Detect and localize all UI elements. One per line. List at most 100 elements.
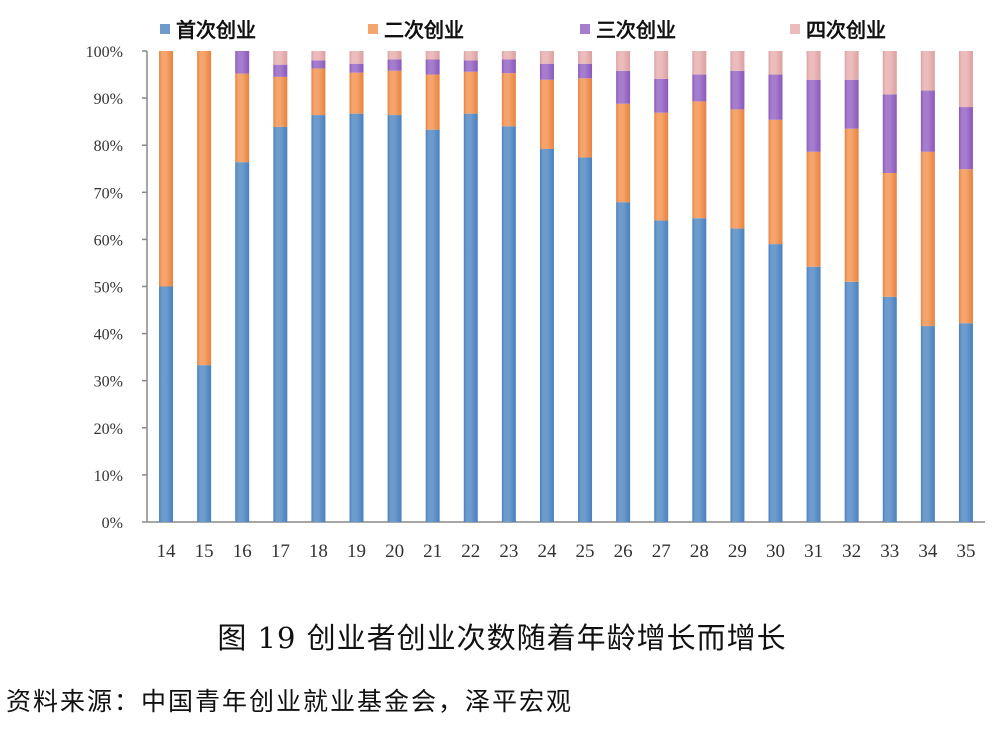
x-tick-label: 16 (233, 541, 252, 562)
y-tick-label: 90% (94, 91, 123, 108)
x-tick-label: 26 (614, 541, 633, 562)
bar-segment (311, 68, 326, 116)
bar-segment (844, 79, 859, 129)
y-tick-label: 80% (94, 138, 123, 155)
bar-segment (311, 51, 326, 61)
bar-segment (882, 172, 897, 297)
bar-segment (578, 51, 593, 64)
bar-segment (616, 103, 631, 203)
bar-segment (920, 90, 935, 152)
bar-segment (349, 72, 364, 114)
bar-segment (616, 202, 631, 523)
legend-swatch (580, 23, 590, 34)
bar-segment (958, 169, 973, 324)
x-tick-label: 19 (347, 541, 366, 562)
x-tick-label: 14 (157, 541, 177, 562)
x-tick-label: 31 (804, 541, 823, 562)
stacked-bar-chart: 0% 10% 20% 30% 40% 50% 60% 70% 80% 90% 100% 14 15 16 1… (86, 44, 985, 562)
bar-segment (463, 60, 478, 72)
bar-segment (463, 51, 478, 61)
bar-segment (616, 51, 631, 71)
bar-segment (654, 220, 669, 522)
y-tick-label: 40% (94, 327, 123, 344)
bar-segment (844, 281, 859, 522)
y-tick-label: 50% (94, 280, 123, 297)
bar-segment (958, 51, 973, 108)
legend-item-second: 二次创业 (368, 14, 464, 43)
bar-segment (539, 51, 554, 64)
bar-segment (882, 94, 897, 173)
x-tick-label: 30 (766, 541, 785, 562)
x-tick-label: 23 (499, 541, 518, 562)
bar-segment (387, 59, 402, 71)
bar-segment (692, 51, 707, 75)
y-tick-label: 20% (94, 421, 123, 438)
bar-segment (730, 228, 745, 522)
bar-segment (882, 296, 897, 522)
bar-segment (273, 76, 288, 127)
bar-segment (768, 74, 783, 120)
bar-segment (806, 79, 821, 152)
bar-segment (844, 128, 859, 282)
bar-segment (920, 326, 935, 522)
y-tick-label: 100% (86, 44, 123, 61)
x-tick-label: 34 (918, 541, 938, 562)
bar-segment (311, 115, 326, 522)
bar-segment (806, 266, 821, 522)
y-tick-label: 30% (94, 374, 123, 391)
y-tick-label: 10% (94, 468, 123, 485)
bar-segment (768, 51, 783, 75)
bar-segment (692, 218, 707, 522)
bar-segment (273, 126, 288, 523)
bar-segment (387, 115, 402, 522)
legend-swatch (790, 23, 800, 34)
y-tick-label: 60% (94, 232, 123, 249)
bar-segment (235, 162, 250, 522)
bar-segment (578, 78, 593, 158)
x-tick-label: 29 (728, 541, 747, 562)
legend-item-first: 首次创业 (160, 14, 256, 43)
legend-swatch (160, 23, 170, 34)
bar-segment (539, 79, 554, 149)
bar-segment (958, 107, 973, 170)
figure-caption: 图 19 创业者创业次数随着年龄增长而增长 (217, 621, 787, 655)
bar-segment (654, 78, 669, 113)
x-tick-label: 15 (195, 541, 214, 562)
legend-label: 首次创业 (176, 18, 256, 42)
bar-segment (730, 109, 745, 229)
bar-segment (654, 51, 669, 79)
bar-segment (768, 244, 783, 523)
bar-segment (920, 151, 935, 327)
legend-label: 四次创业 (806, 18, 886, 42)
bar-segment (273, 51, 288, 65)
x-tick-label: 18 (309, 541, 328, 562)
bar-segment (235, 51, 250, 74)
bar-segment (463, 71, 478, 114)
x-tick-label: 17 (271, 541, 290, 562)
bar-segment (349, 63, 364, 73)
bar-segment (197, 365, 212, 522)
bar-segment (692, 101, 707, 219)
x-tick-label: 22 (461, 541, 480, 562)
bar-segment (349, 113, 364, 522)
y-tick-label: 0% (102, 515, 123, 532)
legend-label: 二次创业 (384, 18, 464, 42)
legend-item-third: 三次创业 (580, 14, 676, 43)
bar-segment (501, 59, 516, 74)
bar-segment (539, 63, 554, 80)
bar-segment (806, 151, 821, 267)
x-tick-label: 35 (956, 541, 975, 562)
bar-segment (311, 60, 326, 69)
x-tick-label: 21 (423, 541, 442, 562)
bar-segment (539, 148, 554, 522)
bar-segment (425, 74, 440, 130)
bar-segment (235, 73, 250, 163)
legend-item-fourth: 四次创业 (790, 14, 886, 43)
x-tick-label: 20 (385, 541, 404, 562)
bar-segment (730, 70, 745, 110)
bar-segment (844, 51, 859, 80)
x-tick-label: 27 (652, 541, 671, 562)
bar-segment (768, 119, 783, 245)
legend-label: 三次创业 (596, 18, 676, 42)
bar-segment (159, 51, 174, 287)
